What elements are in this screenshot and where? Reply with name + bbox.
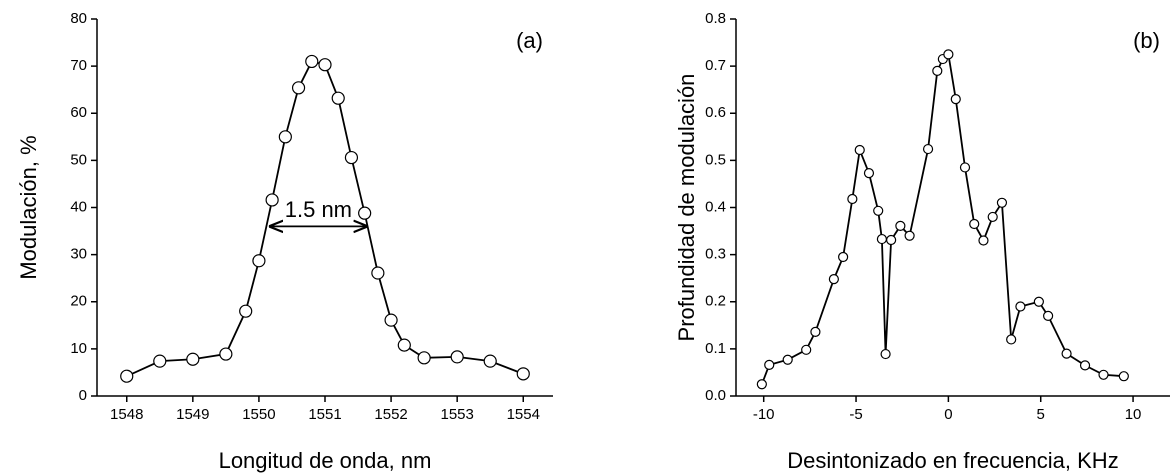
data-point bbox=[932, 65, 943, 76]
data-point bbox=[943, 49, 954, 60]
data-point bbox=[1015, 301, 1026, 312]
data-point bbox=[239, 304, 253, 318]
data-point bbox=[969, 218, 980, 230]
data-point bbox=[153, 354, 167, 368]
data-point bbox=[996, 197, 1008, 208]
y-tick-label: 0.7 bbox=[705, 57, 726, 74]
x-tick-label: 1549 bbox=[176, 406, 209, 423]
data-point bbox=[265, 193, 279, 207]
data-point bbox=[371, 266, 385, 280]
x-tick-label: 1551 bbox=[308, 406, 341, 423]
y-tick-label: 0.0 bbox=[705, 387, 726, 404]
y-tick-label: 0 bbox=[79, 387, 87, 404]
data-point bbox=[978, 235, 989, 246]
data-point bbox=[904, 230, 915, 241]
y-tick-label: 0.1 bbox=[705, 340, 726, 357]
x-axis-title: Longitud de onda, nm bbox=[219, 448, 432, 473]
y-tick-label: 0.4 bbox=[705, 198, 726, 215]
data-point bbox=[397, 338, 411, 352]
x-tick-label: 0 bbox=[944, 406, 952, 423]
x-tick-label: 1552 bbox=[374, 406, 407, 423]
data-point bbox=[873, 205, 884, 216]
y-axis-title: Modulación, % bbox=[16, 135, 41, 279]
y-tick-label: 10 bbox=[70, 340, 87, 357]
data-point bbox=[810, 326, 821, 338]
y-tick-label: 0.3 bbox=[705, 246, 726, 263]
data-point bbox=[1033, 296, 1044, 307]
data-point bbox=[959, 162, 971, 173]
data-point bbox=[305, 54, 319, 69]
data-point bbox=[278, 130, 292, 144]
data-point bbox=[291, 81, 306, 95]
x-tick-label: 5 bbox=[1037, 406, 1045, 423]
data-point bbox=[886, 234, 897, 246]
data-point bbox=[331, 91, 345, 105]
data-point bbox=[384, 313, 398, 327]
y-tick-label: 70 bbox=[70, 57, 87, 74]
data-line bbox=[761, 52, 1124, 385]
data-point bbox=[516, 367, 530, 381]
panel-label: (a) bbox=[516, 28, 543, 53]
panel-label: (b) bbox=[1133, 28, 1160, 53]
annotation-label: 1.5 nm bbox=[285, 197, 352, 222]
data-point bbox=[1098, 369, 1109, 380]
data-point bbox=[838, 251, 849, 263]
x-tick-label: 1548 bbox=[110, 406, 143, 423]
data-point bbox=[252, 254, 266, 268]
data-point bbox=[756, 379, 767, 390]
data-point bbox=[863, 167, 875, 179]
data-point bbox=[450, 350, 464, 364]
data-point bbox=[950, 94, 961, 105]
data-point bbox=[120, 369, 134, 383]
x-tick-label: 1553 bbox=[440, 406, 473, 423]
chart: 0 10 20 30 40 50 60 70 80 1548 1549 1550 1551 1552 155… bbox=[16, 10, 553, 473]
y-tick-label: 30 bbox=[70, 246, 87, 263]
data-point bbox=[922, 143, 934, 155]
data-point bbox=[1118, 371, 1129, 382]
data-point bbox=[417, 351, 431, 365]
data-point bbox=[847, 193, 858, 205]
data-point bbox=[876, 233, 887, 245]
x-tick-label: -10 bbox=[753, 406, 775, 423]
x-tick-label: -5 bbox=[849, 406, 862, 423]
data-point bbox=[987, 211, 998, 223]
data-point bbox=[483, 354, 497, 368]
y-tick-label: 80 bbox=[70, 10, 87, 27]
y-tick-label: 0.2 bbox=[705, 293, 726, 310]
data-point bbox=[358, 206, 372, 220]
y-tick-label: 50 bbox=[70, 151, 87, 168]
y-tick-label: 0.6 bbox=[705, 104, 726, 121]
x-axis-title: Desintonizado en frecuencia, KHz bbox=[787, 448, 1118, 473]
data-point bbox=[895, 220, 906, 231]
data-point bbox=[880, 348, 891, 360]
data-point bbox=[1079, 360, 1091, 371]
data-point bbox=[828, 274, 839, 285]
y-tick-label: 0.8 bbox=[705, 10, 726, 27]
y-tick-label: 60 bbox=[70, 104, 87, 121]
data-point bbox=[782, 354, 793, 365]
data-point bbox=[764, 359, 775, 370]
data-point bbox=[801, 344, 812, 355]
y-tick-label: 20 bbox=[70, 293, 87, 310]
data-point bbox=[219, 347, 233, 361]
y-tick-label: 0.5 bbox=[705, 151, 726, 168]
y-axis-title: Profundidad de modulación bbox=[674, 74, 699, 342]
data-point bbox=[1006, 334, 1017, 345]
y-tick-label: 40 bbox=[70, 198, 87, 215]
x-tick-label: 1554 bbox=[507, 406, 540, 423]
x-tick-label: 1550 bbox=[242, 406, 275, 423]
data-point bbox=[318, 58, 332, 72]
data-point bbox=[186, 352, 200, 366]
data-point bbox=[1061, 348, 1072, 359]
data-point bbox=[854, 144, 865, 156]
data-point bbox=[344, 150, 359, 165]
data-point bbox=[1043, 310, 1054, 321]
x-tick-label: 10 bbox=[1125, 406, 1142, 423]
chart: 0.0 0.1 0.2 0.3 0.4 0.5 0.6 0.7 0.8 -10 -5 0 5 10 Desi… bbox=[674, 10, 1170, 473]
